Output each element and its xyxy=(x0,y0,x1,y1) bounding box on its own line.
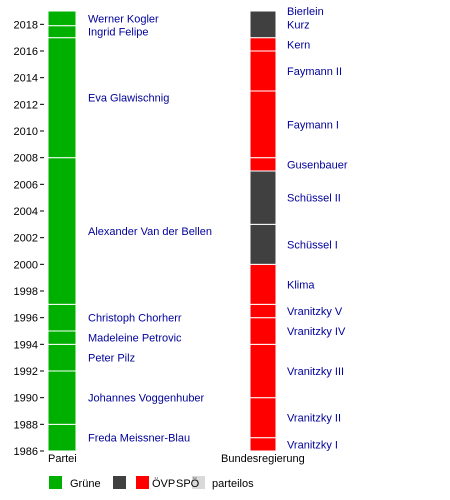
segment-label: Madeleine Petrovic xyxy=(88,333,182,345)
segment-label: Schüssel II xyxy=(287,193,341,205)
timeline-segment xyxy=(249,37,277,52)
segment-label: Kurz xyxy=(287,19,310,31)
segment-label: Ingrid Felipe xyxy=(88,27,149,39)
y-tick-label: 2000 xyxy=(14,259,38,271)
legend-swatch xyxy=(49,476,62,489)
timeline-segment xyxy=(249,397,277,439)
segment-label: Johannes Voggenhuber xyxy=(88,393,205,405)
timeline-segment xyxy=(249,50,277,92)
y-tick-label: 1996 xyxy=(14,313,38,325)
y-tick-label: 1994 xyxy=(14,339,38,351)
timeline-segment xyxy=(249,317,277,345)
timeline-segment xyxy=(47,157,77,305)
segment-label: Klima xyxy=(287,279,315,291)
timeline-segment xyxy=(249,223,277,265)
legend: Grüne ÖVP SPÖ parteilos xyxy=(49,476,254,490)
segment-labels: Freda Meissner-Blau Johannes Voggenhuber P… xyxy=(88,6,348,451)
timeline-segment xyxy=(47,303,77,332)
legend-label: parteilos xyxy=(212,478,254,490)
segment-label: Vranitzky I xyxy=(287,439,338,451)
timeline-segment xyxy=(249,170,277,225)
legend-swatch xyxy=(192,476,205,489)
y-tick-label: 1986 xyxy=(14,446,38,458)
category-labels: Partei Bundesregierung xyxy=(48,453,305,465)
y-tick-label: 2002 xyxy=(14,233,38,245)
timeline-segment xyxy=(249,263,277,305)
timeline-segment xyxy=(47,330,77,345)
legend-swatch xyxy=(113,476,126,489)
timeline-segment xyxy=(47,25,77,39)
segment-label: Vranitzky IV xyxy=(287,326,346,338)
segment-label: Gusenbauer xyxy=(287,159,348,171)
legend-swatch xyxy=(136,476,149,489)
y-tick-label: 2016 xyxy=(14,46,38,58)
y-tick-label: 1998 xyxy=(14,286,38,298)
y-tick-label: 2008 xyxy=(14,153,38,165)
segment-label: Alexander Van der Bellen xyxy=(88,226,212,238)
segment-label: Kern xyxy=(287,39,310,51)
timeline-segment xyxy=(47,370,77,425)
segment-label: Faymann I xyxy=(287,119,339,131)
timeline-segment xyxy=(47,423,77,452)
segment-label: Vranitzky II xyxy=(287,413,341,425)
y-tick-label: 1990 xyxy=(14,393,38,405)
timeline-segment xyxy=(249,303,277,319)
timeline-segment xyxy=(47,37,77,159)
segment-label: Werner Kogler xyxy=(88,13,159,25)
segment-label: Freda Meissner-Blau xyxy=(88,433,190,445)
y-axis: 1986 1988 1990 1992 1994 1996 1998 2000 2002 2004… xyxy=(14,19,44,458)
timeline-segment xyxy=(249,437,277,452)
timeline-segment xyxy=(47,343,77,372)
category-label: Bundesregierung xyxy=(221,453,305,465)
segment-label: Peter Pilz xyxy=(88,353,135,365)
y-tick-label: 2014 xyxy=(14,73,38,85)
category-label: Partei xyxy=(48,453,77,465)
segment-label: Vranitzky V xyxy=(287,306,343,318)
legend-label: Grüne xyxy=(70,478,101,490)
legend-label: SPÖ xyxy=(176,478,200,490)
y-tick-label: 2006 xyxy=(14,179,38,191)
timeline-bars xyxy=(47,10,277,452)
segment-label: Vranitzky III xyxy=(287,366,344,378)
segment-label: Eva Glawischnig xyxy=(88,93,169,105)
y-tick-label: 2010 xyxy=(14,126,38,138)
y-tick-label: 2004 xyxy=(14,206,38,218)
segment-label: Bierlein xyxy=(287,6,324,18)
segment-label: Schüssel I xyxy=(287,239,338,251)
timeline-segment xyxy=(249,90,277,159)
y-tick-label: 1988 xyxy=(14,419,38,431)
timeline-segment xyxy=(249,157,277,172)
segment-label: Faymann II xyxy=(287,66,342,78)
timeline-segment xyxy=(249,343,277,399)
y-tick-label: 2012 xyxy=(14,99,38,111)
y-tick-label: 1992 xyxy=(14,366,38,378)
segment-label: Christoph Chorherr xyxy=(88,313,182,325)
legend-label: ÖVP xyxy=(152,478,175,490)
y-tick-label: 2018 xyxy=(14,19,38,31)
timeline-segment xyxy=(47,10,77,27)
timeline-segment xyxy=(249,10,277,39)
